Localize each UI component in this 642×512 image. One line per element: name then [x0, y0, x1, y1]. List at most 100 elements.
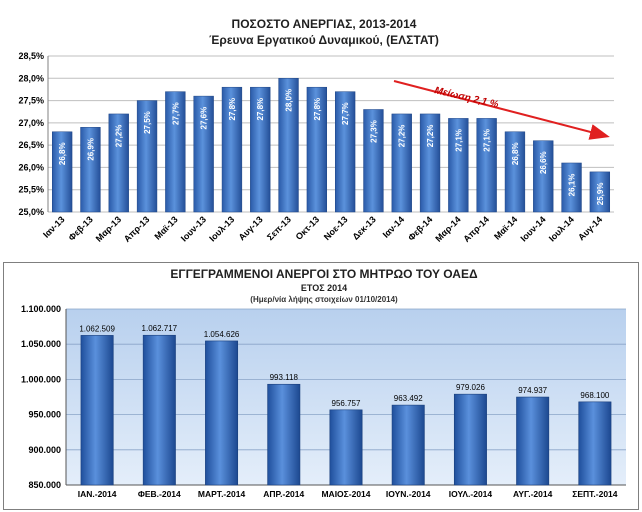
chart2-bar: [142, 334, 176, 486]
chart2-x-tick-label: ΙΟΥΛ.-2014: [449, 489, 493, 499]
chart1-y-axis: 25,0% 25,5% 26,0% 26,5% 27,0% 27,5% 28,0% 28,5%: [18, 51, 44, 217]
chart2-bar: [329, 409, 363, 486]
chart2-bars: 1.062.509 1.062.717 1.054.626 993.118 956.75…: [79, 324, 612, 486]
chart1-title: ΠΟΣΟΣΤΟ ΑΝΕΡΓΙΑΣ, 2013-2014: [232, 17, 417, 31]
chart1-y-tick-label: 27,5%: [18, 96, 44, 106]
chart1-value-label: 27,2%: [398, 125, 407, 148]
chart1-value-label: 27,2%: [426, 125, 435, 148]
decrease-arrow: [393, 80, 610, 140]
chart1-y-tick-label: 27,0%: [18, 118, 44, 128]
chart1-bar: [561, 162, 582, 213]
chart2-bar: [453, 393, 487, 486]
chart1-bar: [221, 86, 243, 213]
chart2-value-label: 974.937: [518, 386, 547, 395]
chart1-value-label: 27,8%: [228, 98, 237, 121]
chart1-value-label: 28,0%: [285, 89, 294, 112]
chart2-y-tick-label: 900.000: [28, 445, 61, 455]
chart1-bar: [278, 78, 299, 213]
chart1-x-tick-label: Μαϊ-14: [492, 214, 519, 241]
chart2-value-label: 1.054.626: [204, 330, 240, 339]
chart1-bar: [51, 131, 73, 213]
chart2-x-tick-label: ΜΑΙΟΣ-2014: [321, 489, 370, 499]
chart1-x-tick-label: Σεπ-13: [265, 214, 293, 242]
chart1-y-tick-label: 28,0%: [18, 73, 44, 83]
chart1-x-tick-label: Οκτ-13: [294, 214, 322, 242]
chart1-bar: [108, 113, 129, 213]
chart1-x-tick-label: Αυγ-14: [576, 214, 604, 242]
chart1-value-label: 27,6%: [200, 107, 209, 130]
chart1-value-label: 26,1%: [568, 174, 577, 197]
chart1-x-tick-label: Ιουν-13: [179, 214, 208, 243]
chart2-y-tick-label: 1.000.000: [21, 374, 61, 384]
chart1-bar: [334, 91, 356, 213]
chart2-y-tick-label: 950.000: [28, 410, 61, 420]
chart1-x-tick-label: Μαρ-14: [433, 214, 462, 243]
chart1-bar: [363, 109, 384, 213]
chart2-x-axis: ΙΑΝ.-2014 ΦΕΒ.-2014 ΜΑΡΤ.-2014 ΑΠΡ.-2014 ΜΑΙ…: [78, 489, 618, 499]
chart2-y-tick-label: 850.000: [28, 480, 61, 490]
chart2-x-tick-label: ΑΠΡ.-2014: [263, 489, 304, 499]
chart1-y-tick-label: 26,5%: [18, 140, 44, 150]
chart1-x-tick-label: Απρ-13: [122, 214, 152, 244]
chart1-bar: [306, 86, 328, 213]
chart2-value-label: 963.492: [394, 394, 423, 403]
chart1-value-label: 26,8%: [511, 142, 520, 165]
chart1-x-tick-label: Ιουν-14: [518, 214, 547, 243]
chart1-bar: [165, 91, 186, 213]
chart1-bar: [250, 86, 271, 213]
unemployment-rate-svg: ΠΟΣΟΣΤΟ ΑΝΕΡΓΙΑΣ, 2013-2014 Έρευνα Εργατ…: [18, 17, 614, 244]
chart1-x-tick-label: Νοε-13: [322, 214, 350, 242]
chart2-bar: [80, 335, 114, 486]
chart1-bar: [136, 100, 158, 213]
chart1-value-label: 27,5%: [143, 111, 152, 134]
chart1-bar: [391, 113, 412, 213]
chart2-x-tick-label: ΦΕΒ.-2014: [138, 489, 181, 499]
chart1-x-tick-label: Φεβ-14: [406, 214, 434, 242]
chart1-value-label: 27,7%: [171, 102, 180, 125]
chart2-y-tick-label: 1.050.000: [21, 339, 61, 349]
chart1-y-tick-label: 28,5%: [18, 51, 44, 61]
chart1-x-tick-label: Ιουλ-13: [207, 214, 236, 243]
chart2-x-tick-label: ΑΥΓ.-2014: [513, 489, 553, 499]
chart2-value-label: 993.118: [270, 373, 299, 382]
chart1-value-label: 27,3%: [369, 120, 378, 143]
chart1-value-label: 26,8%: [58, 142, 67, 165]
chart2-y-axis: 850.000 900.000 950.000 1.000.000 1.050.000 1…: [21, 304, 61, 490]
chart1-x-tick-label: Ιουλ-14: [547, 214, 576, 243]
chart1-subtitle: Έρευνα Εργατικού Δυναμικού, (ΕΛΣΤΑΤ): [209, 33, 439, 47]
chart1-bar: [448, 118, 469, 213]
chart1-bar: [533, 140, 554, 213]
chart1-x-tick-label: Μαρ-13: [94, 214, 123, 243]
chart2-value-label: 1.062.509: [79, 324, 115, 333]
chart1-bar: [504, 131, 526, 213]
chart2-x-tick-label: ΣΕΠΤ.-2014: [572, 489, 618, 499]
chart2-x-tick-label: ΜΑΡΤ.-2014: [198, 489, 246, 499]
chart2-x-tick-label: ΙΑΝ.-2014: [78, 489, 117, 499]
chart1-x-tick-label: Δεκ-13: [350, 214, 377, 241]
chart1-value-label: 26,6%: [539, 151, 548, 174]
registered-unemployed-svg: ΕΓΓΕΓΡΑΜΜΕΝΟΙ ΑΝΕΡΓΟΙ ΣΤΟ ΜΗΤΡΩΟ ΤΟΥ ΟΑΕ…: [21, 267, 626, 499]
chart2-x-tick-label: ΙΟΥΝ.-2014: [386, 489, 431, 499]
chart1-x-tick-label: Αυγ-13: [237, 214, 265, 242]
decrease-annotation: Μείωση 2,1 %: [433, 85, 499, 110]
chart1-y-tick-label: 26,0%: [18, 162, 44, 172]
chart1-y-tick-label: 25,0%: [18, 207, 44, 217]
chart1-value-label: 27,2%: [115, 125, 124, 148]
chart2-value-label: 968.100: [580, 391, 609, 400]
chart1-value-label: 25,9%: [596, 183, 605, 206]
chart1-gridlines: [47, 55, 614, 213]
registered-unemployed-chart: ΕΓΓΕΓΡΑΜΜΕΝΟΙ ΑΝΕΡΓΟΙ ΣΤΟ ΜΗΤΡΩΟ ΤΟΥ ΟΑΕ…: [3, 262, 639, 510]
chart1-x-tick-label: Απρ-14: [461, 214, 491, 244]
chart1-value-label: 26,9%: [86, 138, 95, 161]
chart2-value-label: 979.026: [456, 383, 485, 392]
chart2-note: (Ημερ/νία λήψης στοιχείων 01/10/2014): [250, 295, 398, 304]
chart1-value-label: 27,7%: [341, 102, 350, 125]
chart1-bar: [589, 171, 611, 213]
chart2-bar: [267, 383, 301, 486]
chart2-bar: [391, 404, 425, 486]
chart1-x-tick-label: Ιαν-14: [381, 214, 406, 239]
chart1-value-label: 27,8%: [313, 98, 322, 121]
chart1-value-label: 27,1%: [483, 129, 492, 152]
chart1-y-tick-label: 25,5%: [18, 185, 44, 195]
